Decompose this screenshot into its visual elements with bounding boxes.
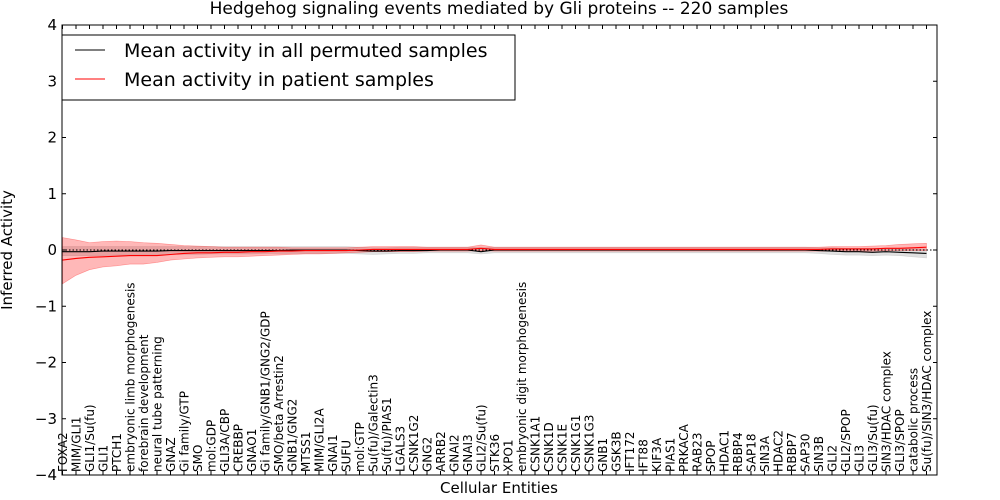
x-tick-label: GLI2 xyxy=(826,445,840,472)
x-tick-label: SUFU xyxy=(340,440,354,472)
y-tick-label: 2 xyxy=(47,129,57,147)
x-tick-label: GNAZ xyxy=(164,437,178,472)
y-tick-label: −2 xyxy=(35,354,57,372)
x-tick-label: RAB23 xyxy=(691,432,705,472)
y-tick-label: −3 xyxy=(35,410,57,428)
x-tick-label: catabolic process xyxy=(907,368,921,472)
x-tick-label: SAP18 xyxy=(745,433,759,472)
x-tick-label: RBBP4 xyxy=(731,432,745,472)
x-tick-label: embryonic limb morphogenesis xyxy=(124,282,138,472)
x-tick-label: Gi family/GNB1/GNG2/GDP xyxy=(259,311,273,472)
x-tick-label: SIN3B xyxy=(812,436,826,472)
x-tick-label: PIAS1 xyxy=(664,438,678,472)
x-tick-label: Su(fu)/Galectin3 xyxy=(367,374,381,472)
chart-title: Hedgehog signaling events mediated by Gl… xyxy=(210,0,789,19)
x-tick-label: GNB1/GNG2 xyxy=(286,399,300,472)
x-tick-label: MIM/GLI2A xyxy=(313,408,327,472)
x-tick-label: GNB1 xyxy=(596,438,610,472)
x-axis-label: Cellular Entities xyxy=(440,479,558,497)
x-tick-label: GSK3B xyxy=(610,431,624,472)
x-tick-label: CSNK1D xyxy=(542,422,556,472)
x-tick-label: CSNK1G2 xyxy=(407,415,421,472)
x-tick-label: neural tube patterning xyxy=(151,336,165,472)
y-axis-label: Inferred Activity xyxy=(0,190,16,310)
y-tick-label: 4 xyxy=(47,16,57,34)
x-tick-label: Su(fu)/PIAS1 xyxy=(380,397,394,472)
y-tick-label: 3 xyxy=(47,72,57,90)
x-tick-label: PTCH1 xyxy=(110,433,124,472)
x-tick-label: LGALS3 xyxy=(394,426,408,472)
legend: Mean activity in all permuted samples Me… xyxy=(61,34,516,101)
x-tick-label: mol:GTP xyxy=(353,422,367,472)
x-tick-label: GNG2 xyxy=(421,437,435,472)
legend-box xyxy=(61,34,516,101)
legend-label-patient: Mean activity in patient samples xyxy=(124,69,434,91)
line-patient xyxy=(62,246,927,261)
x-tick-label: FOXA2 xyxy=(56,432,70,472)
x-tick-label: Su(fu)/SIN3/HDAC complex xyxy=(920,311,934,472)
y-tick-label: −4 xyxy=(35,466,57,484)
x-tick-label: CSNK1G1 xyxy=(569,415,583,472)
x-tick-label: GLI3A/CBP xyxy=(218,409,232,472)
y-tick-label: 1 xyxy=(47,185,57,203)
x-tick-label: CREBBP xyxy=(232,424,246,472)
x-tick-label: ARRB2 xyxy=(434,431,448,472)
x-tick-label: GLI3/Su(fu) xyxy=(866,404,880,472)
x-tick-label: SPOP xyxy=(704,440,718,472)
x-tick-label: MTSS1 xyxy=(299,431,313,472)
x-tick-label: HDAC2 xyxy=(772,430,786,472)
line-permuted xyxy=(62,249,927,254)
x-tick-label: IFT88 xyxy=(637,439,651,472)
x-tick-label: GNAI1 xyxy=(326,434,340,472)
x-tick-label: GLI1/Su(fu) xyxy=(83,404,97,472)
legend-label-permuted: Mean activity in all permuted samples xyxy=(124,40,487,62)
x-tick-label: MIM/GLI1 xyxy=(70,417,84,472)
x-tick-label: XPO1 xyxy=(502,439,516,472)
x-tick-label: forebrain development xyxy=(137,334,151,472)
x-tick-label: GLI1 xyxy=(97,445,111,472)
x-tick-label: SIN3A xyxy=(758,435,772,472)
x-tick-label: GNAO1 xyxy=(245,429,259,472)
x-tick-label: KIF3A xyxy=(650,437,664,472)
x-tick-label: CSNK1E xyxy=(556,424,570,472)
x-tick-label: GLI3/SPOP xyxy=(893,409,907,472)
x-tick-label: GNAI3 xyxy=(461,434,475,472)
x-tick-label: GLI3 xyxy=(853,445,867,472)
x-tick-label: GNAI2 xyxy=(448,434,462,472)
x-tick-label: GLI2/SPOP xyxy=(839,409,853,472)
x-tick-label: Gi family/GTP xyxy=(178,391,192,472)
band-patient xyxy=(62,237,927,285)
x-tick-label: SMO/beta Arrestin2 xyxy=(272,355,286,472)
x-tick-label: STK36 xyxy=(488,434,502,472)
x-tick-label: GLI2/Su(fu) xyxy=(475,404,489,472)
x-tick-label: RBBP7 xyxy=(785,432,799,472)
plot-area xyxy=(62,237,937,285)
y-tick-label: 0 xyxy=(47,241,57,259)
x-tick-label: SIN3/HDAC complex xyxy=(880,351,894,472)
x-tick-label: embryonic digit morphogenesis xyxy=(515,282,529,472)
x-tick-label: SMO xyxy=(191,445,205,472)
x-tick-label: PRKACA xyxy=(677,423,691,472)
x-tick-label: SAP30 xyxy=(799,433,813,472)
x-tick-label: HDAC1 xyxy=(718,430,732,472)
x-tick-label: CSNK1A1 xyxy=(529,416,543,472)
x-tick-label: IFT172 xyxy=(623,432,637,472)
y-tick-label: −1 xyxy=(35,297,57,315)
x-tick-label: CSNK1G3 xyxy=(583,415,597,472)
x-tick-label: mol:GDP xyxy=(205,420,219,472)
